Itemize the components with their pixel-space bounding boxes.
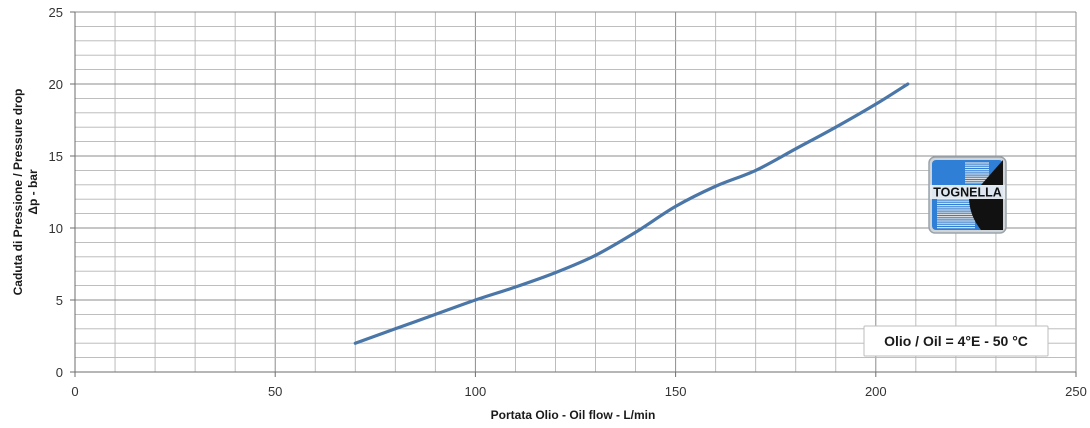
x-tick-label: 50 [268, 384, 282, 399]
oil-condition-text: Olio / Oil = 4°E - 50 °C [884, 333, 1028, 349]
logo-text-band [930, 185, 1005, 199]
y-tick-label: 15 [49, 149, 63, 164]
x-tick-label: 250 [1065, 384, 1087, 399]
grid [74, 11, 1077, 373]
series-line-pressure-drop [353, 82, 910, 345]
oil-condition-note: Olio / Oil = 4°E - 50 °C [863, 325, 1049, 357]
x-tick-label: 0 [71, 384, 78, 399]
y-axis-title-line2: Δp - bar [26, 169, 40, 215]
logo-text: TOGNELLA [933, 186, 1002, 200]
y-tick-label: 20 [49, 77, 63, 92]
series-layer [353, 82, 910, 345]
logo-dark-wedge [969, 197, 1003, 230]
y-axis-title-line1: Caduta di Pressione / Pressure drop [11, 89, 25, 296]
y-tick-labels: 0 5 10 15 20 25 [49, 5, 63, 380]
y-axis-title: Caduta di Pressione / Pressure drop Δp -… [11, 89, 40, 296]
axes [70, 11, 1077, 377]
y-tick-label: 0 [56, 365, 63, 380]
oil-condition-box [863, 325, 1049, 357]
logo-stripes [937, 162, 989, 229]
y-tick-label: 5 [56, 293, 63, 308]
x-tick-label: 150 [665, 384, 687, 399]
x-tick-label: 100 [465, 384, 487, 399]
x-axis-title: Portata Olio - Oil flow - L/min [491, 408, 656, 422]
x-tick-labels: 0 50 100 150 200 250 [71, 384, 1086, 399]
logo-dark-corner [981, 160, 1003, 185]
tognella-logo: TOGNELLA [928, 156, 1007, 234]
y-tick-label: 10 [49, 221, 63, 236]
y-tick-label: 25 [49, 5, 63, 20]
x-tick-label: 200 [865, 384, 887, 399]
